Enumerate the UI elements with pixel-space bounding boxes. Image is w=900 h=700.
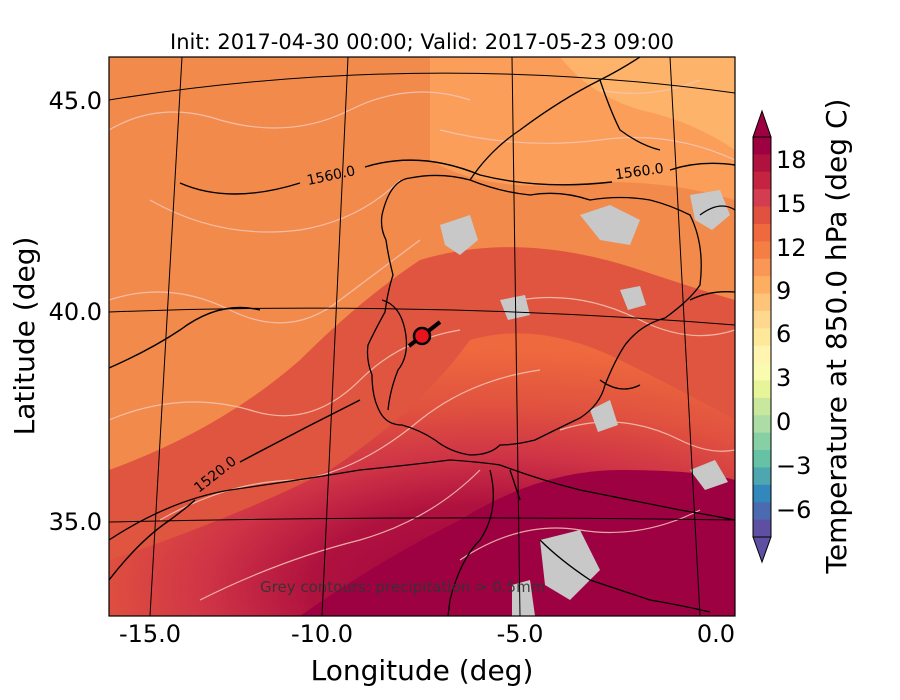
colorbar-segment	[753, 467, 771, 486]
plot-title: Init: 2017-04-30 00:00; Valid: 2017-05-2…	[170, 30, 674, 54]
x-axis-label: Longitude (deg)	[311, 654, 534, 687]
colorbar-tick-label: 9	[776, 277, 791, 305]
colorbar-ticks: 18 15 12 9 6 3 0 −3 −6	[776, 146, 811, 524]
precipitation-areas	[440, 190, 730, 616]
y-tick-label: 35.0	[49, 508, 102, 536]
colorbar-segment	[753, 189, 771, 208]
colorbar-segment	[753, 415, 771, 434]
precipitation-annotation: Grey contours: precipitation > 0.5mm	[260, 578, 545, 596]
colorbar-tick-label: 12	[776, 234, 807, 262]
y-axis: 45.0 40.0 35.0	[49, 87, 102, 536]
contour-label-1560-east: 1560.0	[614, 161, 665, 184]
colorbar-frame	[752, 136, 772, 538]
colorbar-tick-label: 18	[776, 146, 807, 174]
plot-frame	[108, 56, 736, 617]
colorbar-segment	[753, 137, 771, 155]
colorbar-segment	[753, 363, 771, 381]
colorbar-extend-top	[752, 109, 772, 138]
coastlines	[109, 57, 735, 616]
colorbar-segment	[753, 293, 771, 312]
location-marker	[407, 320, 442, 348]
colorbar-segment	[753, 171, 771, 190]
colorbar-segment	[753, 432, 771, 451]
map-plot-area: 1560.0 1560.0 1520.0	[109, 57, 735, 616]
colorbar-segment	[753, 328, 771, 347]
colorbar: 18 15 12 9 6 3 0 −3 −6 Temperature at 85…	[752, 99, 853, 575]
x-tick-label: 0.0	[697, 620, 735, 648]
x-axis: -15.0 -10.0 -5.0 0.0	[119, 620, 735, 648]
colorbar-segment	[753, 241, 771, 260]
colorbar-segment	[753, 154, 771, 173]
graticule	[109, 57, 735, 616]
temperature-field-hottest	[300, 470, 735, 616]
colorbar-tick-label: 6	[776, 320, 791, 348]
colorbar-segment	[753, 450, 771, 468]
colorbar-segment	[753, 502, 771, 521]
colorbar-segments	[753, 137, 771, 538]
colorbar-tick-label: −3	[776, 452, 811, 480]
colorbar-tick-label: 0	[776, 408, 791, 436]
colorbar-extend-bottom	[752, 536, 772, 564]
colorbar-segment	[753, 310, 771, 329]
colorbar-tick-label: −6	[776, 496, 811, 524]
colorbar-segment	[753, 206, 771, 225]
colorbar-tick-label: 3	[776, 364, 791, 392]
y-tick-label: 45.0	[49, 87, 102, 115]
colorbar-segment	[753, 519, 771, 538]
colorbar-segment	[753, 345, 771, 364]
y-axis-label: Latitude (deg)	[8, 237, 41, 436]
colorbar-label: Temperature at 850.0 hPa (deg C)	[820, 99, 853, 575]
y-tick-label: 40.0	[49, 298, 102, 326]
colorbar-segment	[753, 276, 771, 295]
colorbar-segment	[753, 397, 771, 416]
colorbar-segment	[753, 258, 771, 277]
colorbar-segment	[753, 223, 771, 242]
colorbar-segment	[753, 484, 771, 503]
x-tick-label: -5.0	[497, 620, 544, 648]
temperature-field-coolest-north	[560, 57, 735, 150]
colorbar-segment	[753, 380, 771, 399]
colorbar-tick-label: 15	[776, 190, 807, 218]
x-tick-label: -15.0	[119, 620, 181, 648]
x-tick-label: -10.0	[291, 620, 353, 648]
